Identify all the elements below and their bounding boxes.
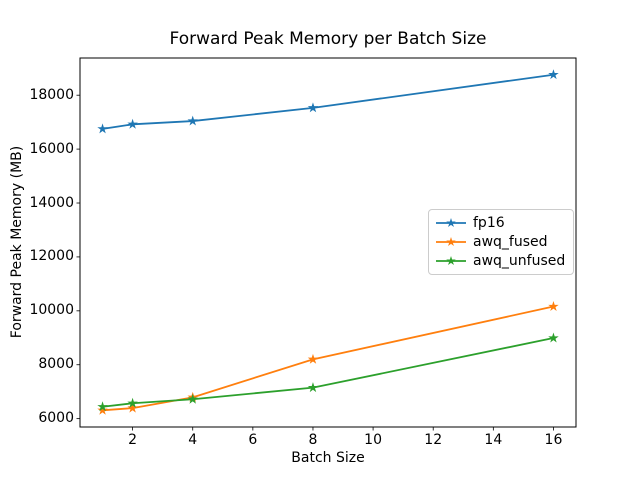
legend-label-fp16: fp16 bbox=[473, 215, 505, 232]
x-tick-label: 14 bbox=[484, 432, 503, 448]
y-tick-label: 6000 bbox=[38, 410, 74, 427]
legend-line-marker-fp16 bbox=[436, 218, 466, 228]
x-tick-label: 6 bbox=[248, 432, 258, 448]
x-tick-label: 8 bbox=[308, 432, 318, 448]
y-axis-label: Forward Peak Memory (MB) bbox=[9, 145, 25, 339]
y-tick-label: 8000 bbox=[38, 356, 74, 373]
y-tick-label: 12000 bbox=[29, 248, 74, 265]
legend-label-awq-unfused: awq_unfused bbox=[473, 252, 566, 269]
legend-item-fp16: fp16 bbox=[436, 215, 565, 231]
legend-line-marker-awq-fused bbox=[436, 236, 466, 247]
x-tick-label: 2 bbox=[128, 432, 138, 448]
legend: fp16 awq_fused awq_unfused bbox=[428, 209, 575, 275]
x-tick-label: 12 bbox=[424, 432, 443, 448]
legend-item-awq-fused: awq_fused bbox=[436, 234, 565, 250]
y-tick-label: 18000 bbox=[29, 86, 74, 103]
legend-item-awq-unfused: awq_unfused bbox=[436, 253, 565, 269]
chart-title: Forward Peak Memory per Batch Size bbox=[169, 29, 487, 49]
y-tick-label: 16000 bbox=[29, 140, 74, 157]
x-tick-label: 10 bbox=[364, 432, 382, 448]
x-tick-label: 16 bbox=[544, 432, 563, 448]
y-tick-label: 10000 bbox=[29, 302, 74, 319]
legend-line-marker-awq-unfused bbox=[436, 255, 466, 265]
x-tick-label: 4 bbox=[188, 432, 198, 448]
y-tick-label: 14000 bbox=[29, 194, 74, 211]
x-axis-label: Batch Size bbox=[291, 450, 365, 466]
legend-label-awq-fused: awq_fused bbox=[473, 233, 548, 250]
